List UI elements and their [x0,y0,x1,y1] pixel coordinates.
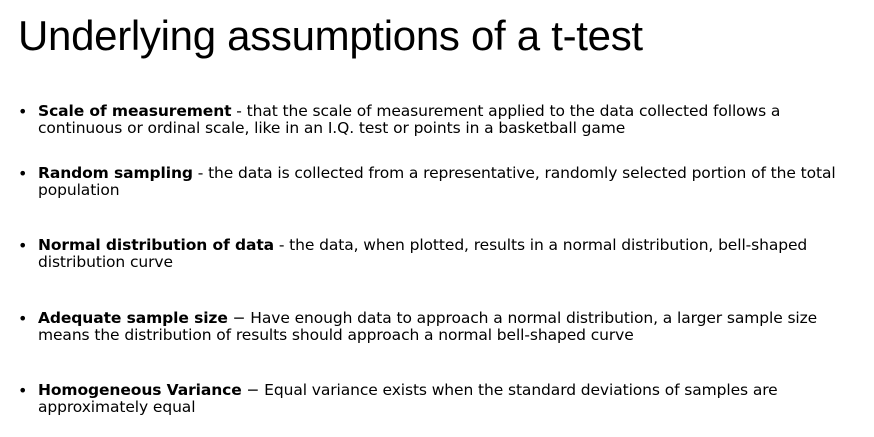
bullet-text: Random sampling - the data is collected … [38,165,863,199]
bullet-scale-of-measurement: • Scale of measurement - that the scale … [18,103,863,137]
bullet-random-sampling: • Random sampling - the data is collecte… [18,165,863,199]
bullet-description: - that the scale of measurement applied … [38,102,781,137]
bullet-term: Homogeneous Variance [38,381,242,399]
bullet-term: Random sampling [38,164,193,182]
bullet-text: Homogeneous Variance − Equal variance ex… [38,382,863,416]
bullet-text: Normal distribution of data - the data, … [38,237,863,271]
bullet-term: Normal distribution of data [38,236,275,254]
bullet-dot-icon: • [18,236,28,255]
bullet-dot-icon: • [18,381,28,400]
bullet-description: − Equal variance exists when the standar… [38,381,778,416]
bullet-text: Scale of measurement - that the scale of… [38,103,863,137]
bullet-term: Scale of measurement [38,102,232,120]
bullet-description: − Have enough data to approach a normal … [38,309,818,344]
bullet-normal-distribution: • Normal distribution of data - the data… [18,237,863,271]
bullet-dot-icon: • [18,102,28,121]
bullet-description: - the data is collected from a represent… [38,164,836,199]
bullet-adequate-sample-size: • Adequate sample size − Have enough dat… [18,310,863,344]
bullet-term: Adequate sample size [38,309,228,327]
slide-title: Underlying assumptions of a t-test [18,12,643,59]
bullet-homogeneous-variance: • Homogeneous Variance − Equal variance … [18,382,863,416]
bullet-dot-icon: • [18,164,28,183]
bullet-text: Adequate sample size − Have enough data … [38,310,863,344]
bullet-dot-icon: • [18,309,28,328]
bullet-description: - the data, when plotted, results in a n… [38,236,808,271]
